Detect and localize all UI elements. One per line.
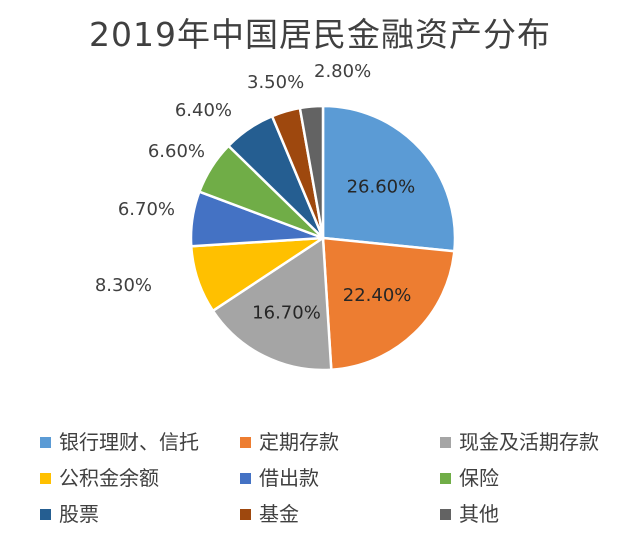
legend-item-6: 保险: [440, 466, 499, 490]
legend-swatch: [40, 472, 51, 484]
data-label-5: 6.70%: [118, 199, 175, 220]
data-label-2: 22.40%: [343, 285, 412, 306]
legend-label: 基金: [259, 502, 299, 526]
legend-item-4: 公积金余额: [40, 466, 159, 490]
legend-swatch: [240, 472, 251, 484]
legend-swatch: [40, 436, 51, 448]
legend-label: 保险: [459, 466, 499, 490]
legend-swatch: [240, 436, 251, 448]
data-label-1: 26.60%: [347, 177, 416, 198]
data-label-8: 3.50%: [247, 72, 304, 93]
legend-item-9: 其他: [440, 502, 499, 526]
pie-data-labels: 26.60% 22.40% 16.70% 8.30% 6.70% 6.60% 6.40% 3.…: [95, 61, 415, 323]
legend-item-5: 借出款: [240, 466, 319, 490]
data-label-9: 2.80%: [314, 61, 371, 82]
pie-slices: [189, 104, 457, 372]
data-label-6: 6.60%: [148, 141, 205, 162]
chart-title: 2019年中国居民金融资产分布: [89, 15, 551, 54]
legend-label: 股票: [59, 502, 99, 526]
legend-label: 公积金余额: [59, 466, 159, 490]
legend-label: 其他: [459, 502, 499, 526]
legend-item-3: 现金及活期存款: [440, 430, 599, 454]
pie-chart: 26.60% 22.40% 16.70% 8.30% 6.70% 6.60% 6.40% 3.…: [95, 61, 457, 372]
legend-swatch: [240, 508, 251, 520]
pie-slice-1: [321, 104, 457, 253]
data-label-4: 8.30%: [95, 275, 152, 296]
pie-slice-9: [298, 104, 325, 240]
legend-swatch: [40, 508, 51, 520]
legend-label: 定期存款: [259, 430, 339, 454]
legend-label: 现金及活期存款: [459, 430, 599, 454]
data-label-3: 16.70%: [252, 302, 321, 323]
legend-label: 银行理财、信托: [59, 430, 199, 454]
legend-swatch: [440, 472, 451, 484]
legend-label: 借出款: [259, 466, 319, 490]
legend-swatch: [440, 436, 451, 448]
legend-item-7: 股票: [40, 502, 99, 526]
data-label-7: 6.40%: [175, 100, 232, 121]
legend-item-2: 定期存款: [240, 430, 339, 454]
legend-swatch: [440, 508, 451, 520]
pie-slice-3: [211, 236, 333, 372]
legend-item-8: 基金: [240, 502, 299, 526]
pie-slice-2: [321, 236, 456, 371]
legend-item-1: 银行理财、信托: [40, 430, 199, 454]
